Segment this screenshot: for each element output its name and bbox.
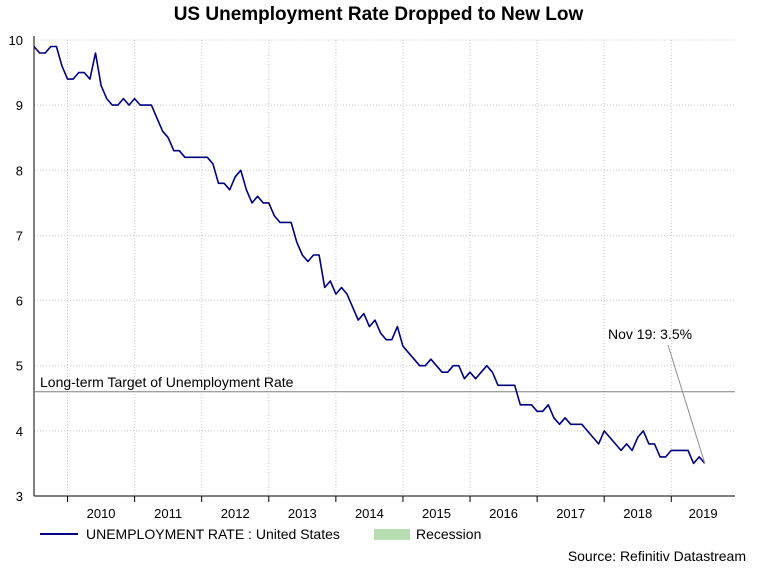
- x-tick-label: 2014: [355, 506, 384, 521]
- legend-item-recession: Recession: [374, 526, 481, 542]
- y-tick-label: 10: [9, 33, 23, 48]
- x-tick-label: 2012: [221, 506, 250, 521]
- annotation-label: Nov 19: 3.5%: [608, 326, 692, 342]
- x-tick-label: 2010: [87, 506, 116, 521]
- legend-recession-swatch: [374, 528, 410, 540]
- legend-label-unemployment: UNEMPLOYMENT RATE : United States: [86, 526, 340, 542]
- unemployment-series-line: [33, 45, 706, 465]
- annotation-leader-line: [667, 344, 706, 464]
- y-tick-label: 5: [16, 359, 23, 374]
- x-tick-label: 2011: [154, 506, 182, 521]
- x-tick-label: 2013: [288, 506, 317, 521]
- legend-line-swatch: [40, 533, 78, 535]
- x-tick-label: 2017: [556, 506, 585, 521]
- x-tick-label: 2015: [422, 506, 451, 521]
- x-tick-label: 2019: [689, 506, 718, 521]
- y-tick-label: 8: [16, 163, 23, 178]
- chart-title: US Unemployment Rate Dropped to New Low: [173, 4, 584, 25]
- legend-item-unemployment: UNEMPLOYMENT RATE : United States: [40, 526, 340, 542]
- legend-label-recession: Recession: [416, 526, 482, 542]
- reference-line-label: Long-term Target of Unemployment Rate: [40, 374, 294, 390]
- source-note: Source: Refinitiv Datastream: [567, 548, 746, 564]
- y-tick-label: 3: [16, 489, 23, 504]
- x-tick-label: 2016: [489, 506, 518, 521]
- y-tick-label: 7: [16, 228, 23, 243]
- y-tick-label: 4: [16, 424, 23, 439]
- y-tick-label: 6: [16, 294, 23, 309]
- y-tick-label: 9: [16, 98, 23, 113]
- x-tick-label: 2018: [623, 506, 652, 521]
